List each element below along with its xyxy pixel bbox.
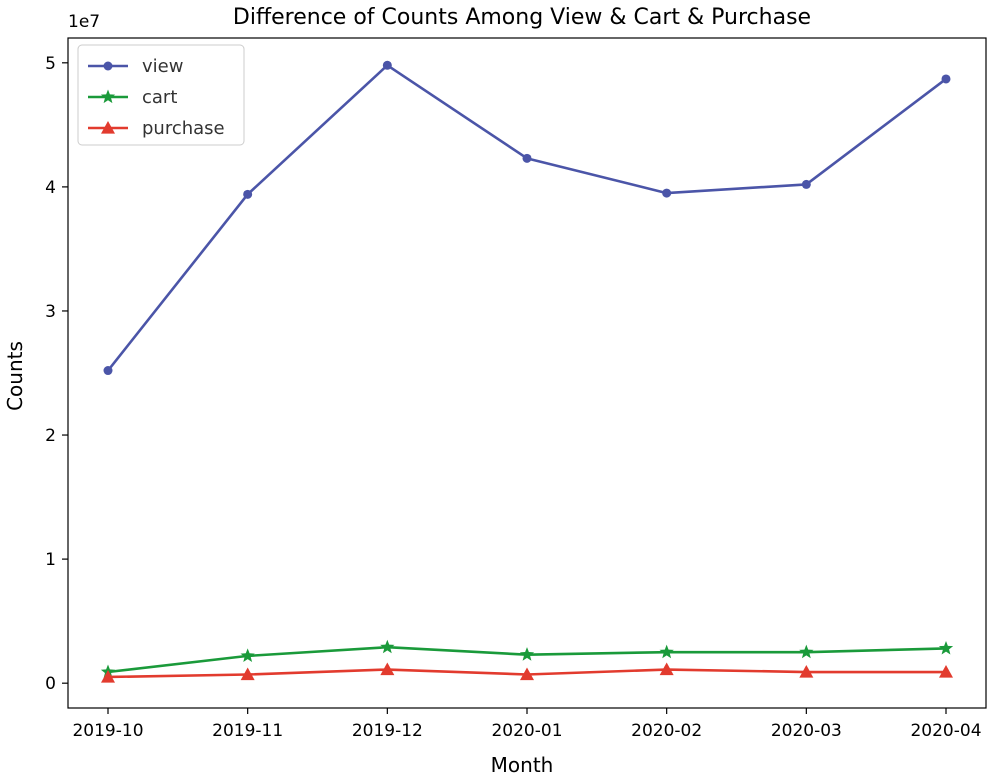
y-axis-label: Counts bbox=[3, 341, 27, 411]
x-tick-label: 2020-01 bbox=[491, 721, 562, 741]
data-point-cart bbox=[659, 644, 674, 659]
data-point-cart bbox=[938, 640, 954, 655]
data-point-cart bbox=[240, 648, 255, 662]
data-point-cart bbox=[519, 647, 535, 661]
y-tick-label: 4 bbox=[45, 178, 56, 198]
data-point-purchase bbox=[799, 665, 814, 678]
legend-marker-view bbox=[103, 61, 113, 71]
x-tick-label: 2019-11 bbox=[212, 721, 283, 741]
legend-marker-cart bbox=[100, 89, 116, 104]
data-point-view bbox=[243, 189, 253, 199]
x-tick-label: 2019-10 bbox=[72, 721, 143, 741]
y-tick-label: 5 bbox=[45, 54, 56, 74]
data-point-purchase bbox=[659, 662, 674, 676]
legend-label-purchase: purchase bbox=[142, 118, 225, 139]
data-point-purchase bbox=[101, 669, 115, 683]
series-purchase bbox=[101, 662, 953, 683]
x-tick-label: 2020-02 bbox=[631, 721, 702, 741]
data-point-purchase bbox=[240, 667, 255, 681]
y-tick-label: 3 bbox=[45, 302, 56, 322]
x-tick-label: 2020-04 bbox=[910, 721, 981, 741]
data-point-view bbox=[662, 188, 672, 198]
y-tick-label: 1 bbox=[45, 550, 56, 570]
legend: view cart purchase bbox=[77, 44, 245, 146]
y-tick-label: 0 bbox=[45, 674, 56, 694]
data-point-purchase bbox=[520, 667, 534, 681]
y-scale-label: 1e7 bbox=[68, 12, 100, 32]
data-point-view bbox=[382, 60, 392, 70]
data-point-purchase bbox=[380, 662, 395, 676]
data-point-purchase bbox=[939, 665, 953, 678]
x-tick-label: 2020-03 bbox=[771, 721, 842, 741]
y-tick-label: 2 bbox=[45, 426, 56, 446]
data-point-cart bbox=[380, 639, 395, 654]
x-axis-label: Month bbox=[491, 753, 554, 777]
legend-label-view: view bbox=[142, 56, 183, 77]
y-axis: 0 1 2 3 4 5 bbox=[45, 54, 68, 694]
x-tick-label: 2019-12 bbox=[352, 721, 423, 741]
legend-marker-purchase bbox=[101, 121, 115, 134]
data-point-view bbox=[103, 366, 113, 376]
data-point-view bbox=[522, 153, 532, 163]
legend-box bbox=[77, 44, 245, 146]
x-axis: 2019-10 2019-11 2019-12 2020-01 2020-02 2020-… bbox=[72, 708, 982, 741]
data-point-cart bbox=[799, 644, 814, 659]
series-layer bbox=[100, 60, 954, 683]
series-view bbox=[103, 60, 951, 376]
data-point-view bbox=[941, 74, 951, 84]
data-point-view bbox=[801, 179, 811, 189]
legend-label-cart: cart bbox=[142, 87, 177, 108]
chart-title: Difference of Counts Among View & Cart &… bbox=[233, 5, 811, 30]
